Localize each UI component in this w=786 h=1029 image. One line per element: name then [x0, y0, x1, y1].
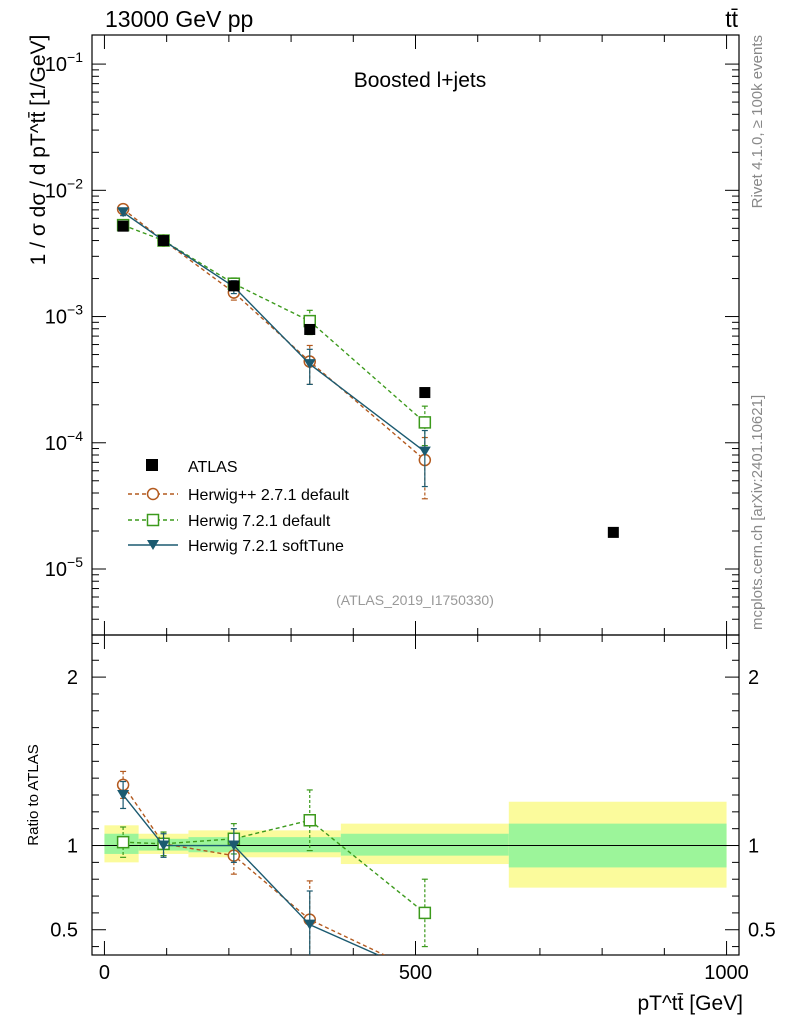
x-tick-label-1: 500 — [399, 962, 432, 984]
main-ytick-label-base-4: 10 — [45, 559, 67, 581]
ratio-series — [116, 770, 432, 955]
main-line-2 — [122, 224, 426, 423]
header-left: 13000 GeV pp — [105, 6, 253, 32]
mcplots-label: mcplots.cern.ch [arXiv:2401.10621] — [749, 395, 766, 630]
x-tick-label-0: 0 — [99, 962, 110, 984]
main-ytick-label-0: 10−1 — [45, 49, 83, 76]
main-series — [116, 202, 619, 538]
main-ytick-label-1: 10−2 — [45, 175, 83, 202]
main-line-3 — [122, 211, 426, 453]
ratio-line-0 — [122, 784, 385, 955]
main-ytick-label-exp-3: −4 — [67, 428, 83, 444]
ratio-ticks: 0 500 1000 0.5 0.5 1 1 2 2 — [50, 635, 776, 984]
ratio-ytick-label-right-2: 2 — [748, 667, 759, 689]
ratio-band-inner-2 — [188, 837, 341, 853]
ratio-point-2-2 — [227, 840, 240, 851]
rivet-label: Rivet 4.1.0, ≥ 100k events — [749, 35, 766, 208]
main-point-0-2 — [228, 280, 240, 292]
ratio-line-1 — [123, 819, 426, 914]
main-point-3-0 — [117, 207, 130, 218]
main-ytick-label-2: 10−3 — [45, 302, 83, 329]
main-ytick-label-base-3: 10 — [45, 433, 67, 455]
y-axis-label-ratio: Ratio to ATLAS — [25, 744, 42, 845]
main-point-0-0 — [117, 220, 129, 232]
main-ytick-label-base-1: 10 — [45, 180, 67, 202]
ratio-point-2-0 — [117, 790, 130, 800]
main-ytick-label-exp-0: −1 — [67, 49, 83, 65]
y-axis-label-main: 1 / σ dσ / d pT^tt̄ [1/GeV] — [27, 35, 50, 266]
ratio-ytick-label-left-1: 1 — [67, 836, 78, 858]
main-point-0-5 — [607, 526, 619, 538]
x-tick-label-2: 1000 — [704, 962, 749, 984]
ratio-point-1-0 — [116, 835, 130, 849]
main-point-0-3 — [304, 323, 316, 335]
main-ticks: 10−110−210−310−410−5 — [45, 35, 739, 636]
main-ytick-label-4: 10−5 — [45, 554, 83, 581]
chart-title: Boosted l+jets — [354, 69, 487, 92]
ratio-bands — [104, 801, 727, 888]
ratio-line-2 — [122, 794, 379, 955]
ratio-point-2-3 — [303, 919, 316, 930]
main-point-0-1 — [158, 235, 170, 247]
main-ytick-label-base-0: 10 — [45, 54, 67, 76]
legend-marker-herwigpp — [146, 487, 160, 501]
ratio-point-2-1 — [157, 840, 170, 851]
ratio-band-inner-3 — [340, 833, 509, 856]
main-point-3-4 — [418, 446, 431, 457]
main-ytick-label-exp-4: −5 — [67, 554, 83, 570]
ratio-ytick-label-right-0: 0.5 — [748, 920, 776, 942]
legend: ATLAS Herwig++ 2.7.1 default Herwig 7.2.… — [128, 459, 350, 555]
ratio-point-1-3 — [303, 814, 316, 827]
legend-marker-herwig7-default — [146, 513, 160, 527]
ratio-frame — [91, 634, 740, 956]
legend-marker-atlas — [146, 459, 158, 471]
legend-label-herwig7-softtune: Herwig 7.2.1 softTune — [188, 538, 344, 555]
header-right: tt̄ — [725, 6, 738, 32]
main-point-3-3 — [303, 359, 316, 370]
main-point-0-4 — [419, 387, 431, 399]
main-ytick-label-exp-1: −2 — [67, 175, 83, 191]
main-ytick-label-3: 10−4 — [45, 428, 83, 455]
main-ytick-label-exp-2: −3 — [67, 302, 83, 318]
ratio-point-1-4 — [418, 906, 432, 920]
analysis-tag: (ATLAS_2019_I1750330) — [336, 592, 494, 608]
main-point-2-4 — [418, 416, 432, 429]
legend-marker-herwig7-softtune — [147, 540, 159, 550]
ratio-ytick-label-left-2: 2 — [67, 667, 78, 689]
legend-label-herwig7-default: Herwig 7.2.1 default — [188, 513, 331, 530]
main-ytick-label-base-2: 10 — [45, 307, 67, 329]
legend-label-herwigpp: Herwig++ 2.7.1 default — [188, 487, 350, 504]
ratio-ytick-label-right-1: 1 — [748, 836, 759, 858]
legend-label-atlas: ATLAS — [188, 459, 238, 476]
x-axis-label: pT^tt̄ [GeV] — [637, 992, 743, 1015]
ratio-ytick-label-left-0: 0.5 — [50, 920, 78, 942]
